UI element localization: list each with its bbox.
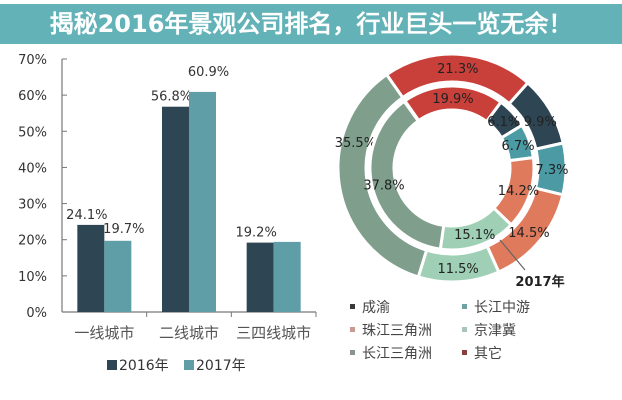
data-label: 19.7% — [103, 222, 144, 237]
bar-2017年-一线城市 — [104, 240, 132, 312]
ring-label-2017: 2017年 — [515, 274, 564, 290]
data-label: 56.8% — [151, 90, 192, 105]
legend-swatch — [184, 360, 194, 370]
legend-label: 长江中游 — [474, 300, 530, 316]
y-tick-label: 10% — [18, 270, 47, 285]
donut-label: 14.2% — [498, 184, 539, 199]
legend-label: 2016年 — [119, 358, 169, 374]
bar-2016年-一线城市 — [77, 224, 105, 312]
donut-label: 37.8% — [363, 179, 404, 194]
donut-label: 21.3% — [437, 62, 478, 77]
donut-label: 7.3% — [535, 163, 568, 178]
headline-banner: 揭秘2016年景观公司排名，行业巨头一览无余！ — [0, 4, 622, 44]
legend-label: 成渝 — [362, 300, 390, 316]
donut-label: 9.9% — [524, 115, 557, 130]
bar-2016年-二线城市 — [162, 106, 189, 312]
headline-text: 揭秘2016年景观公司排名，行业巨头一览无余！ — [49, 10, 573, 38]
x-tick-label: 二线城市 — [159, 324, 219, 342]
legend-label: 2017年 — [196, 358, 246, 374]
data-label: 24.1% — [66, 208, 107, 223]
legend-swatch-成渝 — [350, 304, 355, 309]
legend-label: 珠江三角洲 — [362, 323, 432, 339]
donut-label: 35.5% — [335, 136, 376, 151]
legend-swatch-长江中游 — [462, 304, 467, 309]
y-tick-label: 40% — [18, 161, 47, 176]
donut-label: 19.9% — [432, 92, 473, 107]
x-tick-label: 一线城市 — [74, 324, 134, 342]
donut-label: 6.1% — [487, 115, 520, 130]
y-tick-label: 50% — [18, 125, 47, 140]
legend-label: 京津冀 — [474, 323, 516, 339]
donut-label: 14.5% — [508, 226, 549, 241]
bar-2017年-二线城市 — [189, 91, 216, 312]
data-label: 19.2% — [236, 226, 277, 241]
leader-line — [499, 239, 526, 271]
legend-swatch-长江三角洲 — [350, 350, 355, 355]
data-label: 60.9% — [188, 65, 229, 80]
donut-segment-长江三角洲 — [368, 99, 446, 251]
donut-label: 6.7% — [502, 139, 535, 154]
donut-label: 15.1% — [454, 228, 495, 243]
legend-swatch-珠江三角洲 — [350, 327, 355, 332]
y-tick-label: 70% — [18, 53, 47, 68]
legend-swatch-其它 — [462, 350, 467, 355]
donut-segment-长江三角洲 — [336, 72, 429, 279]
legend-swatch — [107, 360, 117, 370]
x-tick-label: 三四线城市 — [236, 324, 311, 342]
y-tick-label: 0% — [26, 306, 47, 321]
legend-label: 其它 — [474, 345, 502, 362]
bar-2016年-三四线城市 — [246, 242, 274, 312]
y-tick-label: 30% — [18, 198, 47, 213]
y-tick-label: 20% — [18, 234, 47, 249]
bar-2017年-三四线城市 — [273, 241, 301, 312]
donut-label: 11.5% — [437, 262, 478, 277]
y-tick-label: 60% — [18, 89, 47, 104]
legend-swatch-京津冀 — [462, 327, 467, 332]
legend-label: 长江三角洲 — [362, 346, 432, 362]
